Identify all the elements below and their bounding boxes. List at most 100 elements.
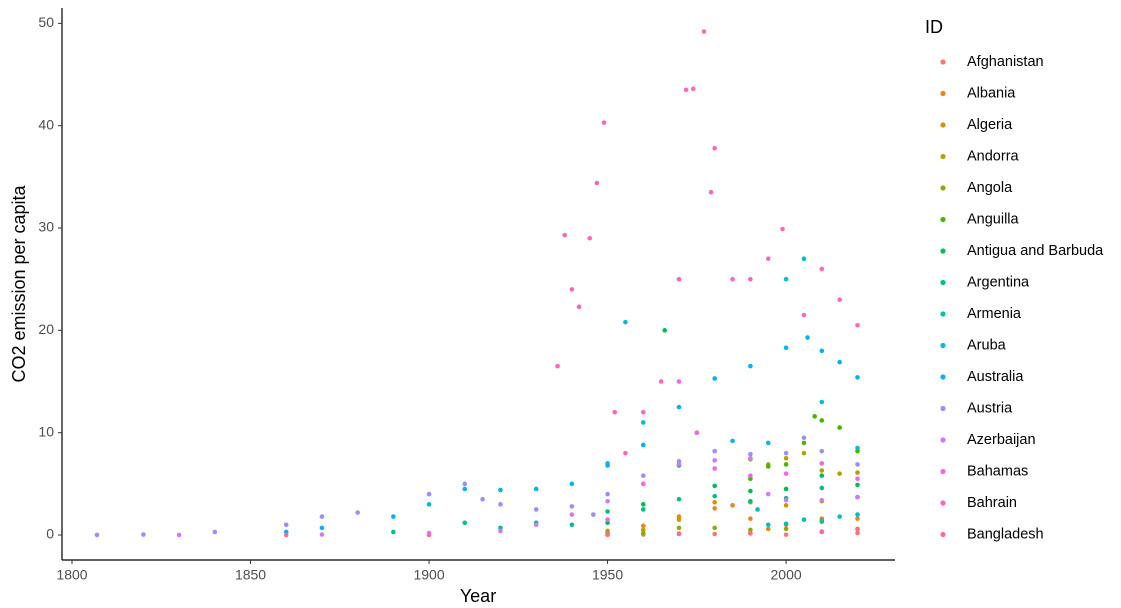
point <box>212 529 218 535</box>
legend-marker <box>940 405 946 412</box>
legend-marker <box>940 185 946 191</box>
x-tick-label: 1950 <box>592 567 623 583</box>
point <box>783 345 789 351</box>
point <box>748 451 753 457</box>
point <box>283 522 289 528</box>
legend-label: Armenia <box>967 306 1022 322</box>
point <box>783 471 789 476</box>
point <box>801 256 807 262</box>
point <box>819 473 825 478</box>
legend-marker <box>940 437 946 443</box>
point <box>569 512 575 517</box>
point <box>783 532 789 537</box>
point <box>765 526 771 532</box>
point <box>708 189 714 195</box>
point <box>640 473 646 478</box>
point <box>748 276 753 282</box>
point <box>801 435 807 441</box>
point <box>783 455 789 461</box>
point <box>623 319 628 325</box>
point <box>498 528 503 534</box>
point <box>783 462 789 467</box>
legend-label: Bangladesh <box>967 526 1044 542</box>
legend-marker <box>940 216 946 223</box>
legend-label: Austria <box>967 400 1013 416</box>
point <box>391 529 396 535</box>
point <box>712 145 717 151</box>
point <box>462 486 468 492</box>
point <box>569 287 575 292</box>
x-tick-label: 1850 <box>235 567 266 583</box>
point <box>837 297 842 302</box>
legend-label: Bahrain <box>967 495 1017 511</box>
point <box>676 404 682 410</box>
point <box>498 502 503 507</box>
x-tick-label: 2000 <box>771 567 802 583</box>
point <box>765 440 771 446</box>
point <box>712 483 717 489</box>
point <box>748 531 753 536</box>
point <box>662 328 668 333</box>
point <box>676 462 682 467</box>
point <box>755 507 760 512</box>
point <box>730 438 735 444</box>
legend-label: Argentina <box>967 274 1030 290</box>
point <box>801 517 807 522</box>
legend-label: Antigua and Barbuda <box>967 243 1104 259</box>
point <box>801 440 807 446</box>
legend-label: Albania <box>967 85 1016 101</box>
point <box>819 266 825 272</box>
point <box>569 504 575 509</box>
legend-marker <box>940 342 946 349</box>
point <box>498 487 503 493</box>
point <box>141 532 146 537</box>
point <box>533 522 539 528</box>
point <box>712 458 717 463</box>
point <box>569 481 575 487</box>
legend-label: Algeria <box>967 117 1013 133</box>
point <box>819 529 825 534</box>
point <box>819 518 825 524</box>
point <box>801 312 807 318</box>
point <box>783 521 789 527</box>
point <box>748 516 753 521</box>
point <box>783 526 789 532</box>
point <box>480 496 485 502</box>
point <box>640 409 646 415</box>
point <box>730 276 735 282</box>
point <box>712 506 717 511</box>
point <box>819 468 825 473</box>
point <box>783 486 789 492</box>
point <box>855 516 860 521</box>
point <box>605 491 610 497</box>
point <box>391 514 396 519</box>
point <box>533 507 539 512</box>
point <box>601 120 607 125</box>
legend-marker <box>940 248 946 254</box>
point <box>426 491 432 497</box>
point <box>765 522 771 528</box>
point <box>640 420 646 425</box>
point <box>855 527 860 532</box>
point <box>658 379 664 384</box>
point <box>640 481 646 487</box>
point <box>605 532 610 537</box>
point <box>676 531 682 537</box>
point <box>605 463 610 468</box>
point <box>748 455 753 461</box>
point <box>676 525 682 531</box>
point <box>712 376 717 381</box>
x-tick-label: 1800 <box>56 567 87 583</box>
legend-title: ID <box>925 17 943 37</box>
y-axis-title: CO2 emission per capita <box>9 184 29 382</box>
y-tick-label: 0 <box>46 526 54 542</box>
point <box>765 491 771 497</box>
point <box>594 180 600 186</box>
point <box>319 514 325 519</box>
point <box>640 442 646 448</box>
point <box>176 532 182 538</box>
point <box>783 450 789 456</box>
point <box>533 486 539 492</box>
point <box>283 532 289 538</box>
point <box>855 322 860 328</box>
